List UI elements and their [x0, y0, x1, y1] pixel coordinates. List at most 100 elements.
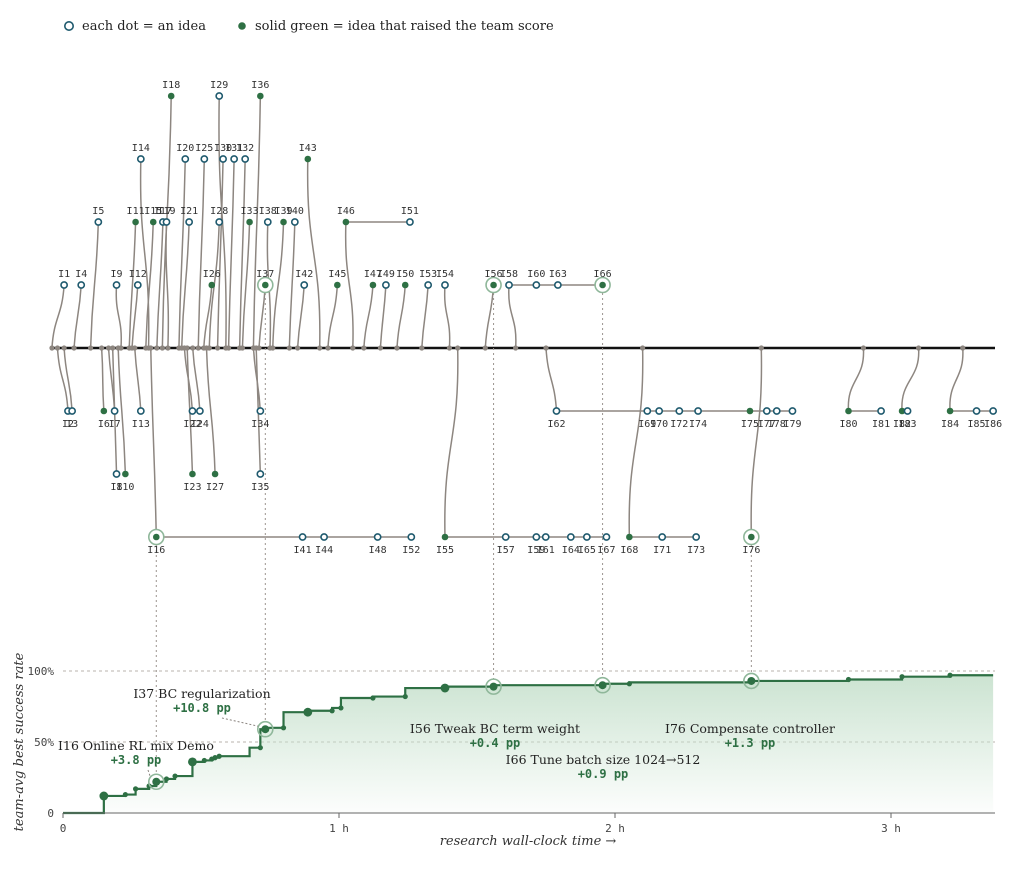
improvement-points [99, 672, 953, 801]
idea-label: I34 [251, 419, 269, 430]
idea-label: I80 [839, 419, 857, 430]
highlight-ring [257, 720, 274, 738]
idea-node-improved [401, 281, 409, 289]
idea-label: I81 [872, 419, 890, 430]
branch-curve [205, 347, 216, 475]
idea-node-improved [342, 218, 350, 226]
idea-node-improved [946, 407, 954, 415]
progress-area [63, 675, 994, 813]
branch-curve [421, 284, 429, 349]
branch-curve [131, 284, 139, 349]
idea-node [112, 281, 121, 289]
idea-label: I56 [485, 269, 503, 280]
trunk-junction-dot [960, 345, 966, 351]
improvement-point [201, 757, 207, 764]
branch-curve [165, 221, 170, 349]
trunk-junction-dot [640, 345, 646, 351]
idea-label: I60 [527, 269, 545, 280]
idea-label: I14 [132, 143, 150, 154]
idea-label: I28 [210, 206, 228, 217]
idea-label: I16 [147, 545, 165, 556]
idea-label: I83 [899, 419, 917, 430]
branch-curve [117, 347, 127, 475]
idea-node [256, 470, 265, 478]
idea-label: I62 [547, 419, 565, 430]
idea-node [541, 533, 550, 541]
idea-label: I21 [180, 206, 198, 217]
annotation-delta: +0.9 pp [578, 767, 629, 781]
idea-node [263, 218, 272, 226]
idea-label: I58 [500, 269, 518, 280]
idea-node [195, 407, 204, 415]
idea-node [373, 533, 382, 541]
idea-node-improved [748, 533, 755, 541]
idea-label: I42 [295, 269, 313, 280]
trunk-junction-dot [270, 345, 276, 351]
branch-curve [191, 347, 201, 412]
branch-curve [272, 221, 285, 349]
trunk-junction-dot [250, 345, 257, 351]
idea-label: I63 [549, 269, 567, 280]
annotation-title: I16 Online RL mix Demo [58, 738, 214, 753]
idea-node [112, 470, 121, 478]
idea-label: I45 [328, 269, 346, 280]
idea-node-improved [845, 407, 852, 415]
trunk-junction-dot [54, 345, 61, 351]
improvement-point [212, 755, 218, 761]
branch-curve [227, 158, 235, 349]
y-tick-label: 100% [28, 665, 55, 678]
legend-hollow-dot-icon [64, 20, 75, 31]
idea-node [230, 155, 239, 163]
idea-node [300, 281, 309, 289]
trunk-junction-dot [49, 345, 55, 351]
trunk-junction-dot [394, 345, 400, 351]
idea-node-improved [898, 407, 906, 415]
idea-node [694, 407, 702, 415]
branch-curve [306, 158, 321, 349]
idea-node [133, 281, 142, 289]
idea-node [382, 281, 390, 289]
idea-label: I19 [157, 206, 175, 217]
idea-label: I53 [419, 269, 437, 280]
improvement-point [440, 683, 450, 693]
idea-label: I69 [638, 419, 656, 430]
idea-label: I17 [154, 206, 172, 217]
idea-node [532, 281, 541, 289]
idea-node [424, 281, 433, 289]
idea-node [298, 533, 307, 541]
highlight-point [152, 777, 161, 786]
idea-label: I6 [98, 419, 110, 430]
improvement-point [947, 672, 953, 678]
improvement-point [172, 773, 178, 779]
branch-curve [203, 284, 213, 349]
branch-curve [379, 284, 387, 349]
idea-label: I64 [562, 545, 580, 556]
y-tick-label: 0 [47, 807, 54, 820]
idea-label: I50 [396, 269, 414, 280]
branch-curve [847, 347, 865, 412]
annotation-title: I37 BC regularization [133, 686, 270, 701]
annotation-title: I56 Tweak BC term weight [410, 721, 580, 736]
trunk-junction-dot [543, 345, 549, 351]
idea-node [501, 533, 510, 541]
idea-label: I43 [299, 143, 317, 154]
idea-label: I49 [377, 269, 395, 280]
branch-curve [344, 221, 354, 349]
trunk-junction-dot [99, 345, 105, 351]
idea-label: I74 [689, 419, 707, 430]
progress-chart: 0 1 h 2 h 3 h 0 50% 100% I16 Online RL mix Dem… [12, 652, 995, 849]
idea-node [602, 533, 611, 541]
highlight-point [261, 725, 270, 734]
idea-node [532, 533, 541, 541]
trunk-junction-dot [195, 345, 201, 351]
trunk-junction-dot [159, 345, 165, 351]
idea-label: I30 [214, 143, 232, 154]
highlight-ring [743, 672, 760, 690]
idea-label: I66 [594, 269, 612, 280]
trunk-junction-dot [361, 345, 367, 351]
trunk-junction-dot [226, 345, 232, 351]
trunk-junction-dot [377, 345, 383, 351]
idea-node [181, 155, 190, 163]
